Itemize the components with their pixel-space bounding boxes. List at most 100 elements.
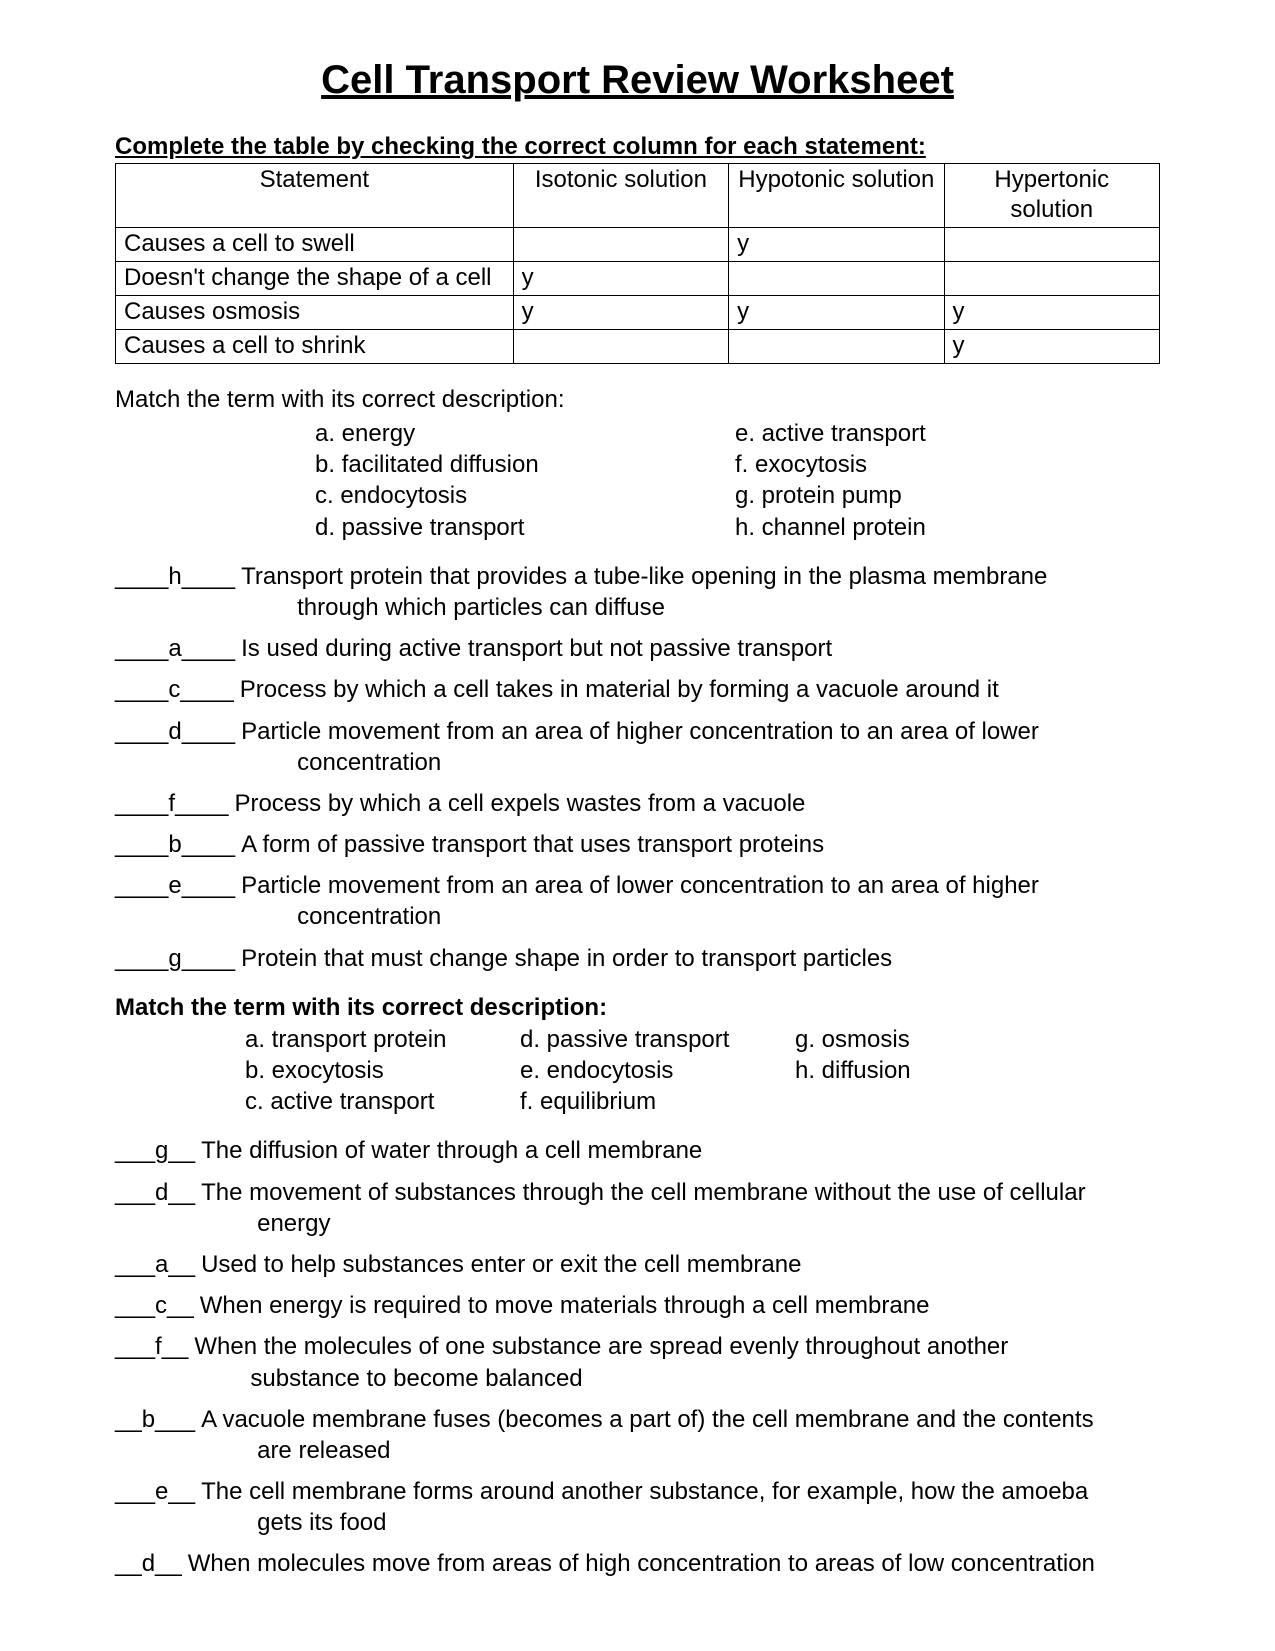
match2-term: f. equilibrium	[520, 1086, 795, 1117]
match-item: ___f__ When the molecules of one substan…	[115, 1331, 1160, 1393]
match1-term: e. active transport	[735, 418, 1155, 449]
answer-blank: ___a__	[115, 1249, 195, 1280]
cell-isotonic: y	[513, 296, 728, 330]
match-description: When molecules move from areas of high c…	[182, 1548, 1160, 1579]
match-line1: Particle movement from an area of lower …	[241, 872, 1039, 899]
match-line1: The cell membrane forms around another s…	[201, 1478, 1088, 1505]
match-item: ___c__ When energy is required to move m…	[115, 1290, 1160, 1321]
match-line1: A vacuole membrane fuses (becomes a part…	[201, 1406, 1093, 1433]
answer-blank: ___g__	[115, 1135, 195, 1166]
match2-term: a. transport protein	[245, 1024, 520, 1055]
match2-term: d. passive transport	[520, 1024, 795, 1055]
match1-term: g. protein pump	[735, 480, 1155, 511]
match2-intro: Match the term with its correct descript…	[115, 994, 1160, 1022]
cell-hypertonic: y	[944, 296, 1159, 330]
match-description: When the molecules of one substance are …	[188, 1331, 1160, 1393]
cell-hypotonic	[729, 330, 944, 364]
cell-hypertonic: y	[944, 330, 1159, 364]
match2-term: e. endocytosis	[520, 1055, 795, 1086]
match-line1: Transport protein that provides a tube-l…	[241, 563, 1047, 590]
match-description: Used to help substances enter or exit th…	[195, 1249, 1160, 1280]
match-item: ____d____ Particle movement from an area…	[115, 716, 1160, 778]
match-line1: Particle movement from an area of higher…	[241, 718, 1039, 745]
answer-blank: ___d__	[115, 1177, 195, 1208]
table-header-row: Statement Isotonic solution Hypotonic so…	[116, 164, 1160, 228]
answer-blank: ____f____	[115, 788, 228, 819]
match1-term: b. facilitated diffusion	[315, 449, 735, 480]
match-line1: The movement of substances through the c…	[201, 1179, 1085, 1206]
table-row: Causes a cell to swell y	[116, 228, 1160, 262]
match-description: Particle movement from an area of lower …	[235, 870, 1160, 932]
match-line1: Process by which a cell takes in materia…	[240, 676, 999, 703]
match-description: Transport protein that provides a tube-l…	[235, 561, 1160, 623]
match-item: ____e____ Particle movement from an area…	[115, 870, 1160, 932]
th-hypotonic: Hypotonic solution	[729, 164, 944, 228]
worksheet-page: Cell Transport Review Worksheet Complete…	[0, 0, 1275, 1651]
match2-term	[795, 1086, 995, 1117]
answer-blank: ____a____	[115, 633, 235, 664]
match2-term: g. osmosis	[795, 1024, 995, 1055]
match-item: ___e__ The cell membrane forms around an…	[115, 1476, 1160, 1538]
match-description: Protein that must change shape in order …	[235, 943, 1160, 974]
match1-term: h. channel protein	[735, 512, 1155, 543]
match-line1: The diffusion of water through a cell me…	[201, 1137, 702, 1164]
match1-term: c. endocytosis	[315, 480, 735, 511]
answer-blank: ___f__	[115, 1331, 188, 1362]
match1-term: f. exocytosis	[735, 449, 1155, 480]
match2-list: ___g__ The diffusion of water through a …	[115, 1135, 1160, 1579]
match1-term: a. energy	[315, 418, 735, 449]
match-line1: A form of passive transport that uses tr…	[241, 831, 824, 858]
match-line1: Used to help substances enter or exit th…	[201, 1251, 801, 1278]
match-line2: concentration	[241, 747, 1160, 778]
th-hypertonic: Hypertonic solution	[944, 164, 1159, 228]
cell-statement: Doesn't change the shape of a cell	[116, 262, 514, 296]
cell-statement: Causes a cell to swell	[116, 228, 514, 262]
match-line2: gets its food	[201, 1507, 1160, 1538]
match-line1: Protein that must change shape in order …	[241, 945, 892, 972]
answer-blank: ____g____	[115, 943, 235, 974]
match2-term: b. exocytosis	[245, 1055, 520, 1086]
match-item: ___a__ Used to help substances enter or …	[115, 1249, 1160, 1280]
match-description: A form of passive transport that uses tr…	[235, 829, 1160, 860]
match1-list: ____h____ Transport protein that provide…	[115, 561, 1160, 974]
answer-blank: ____d____	[115, 716, 235, 747]
answer-blank: ___c__	[115, 1290, 194, 1321]
match2-term: c. active transport	[245, 1086, 520, 1117]
cell-isotonic: y	[513, 262, 728, 296]
match-item: ___g__ The diffusion of water through a …	[115, 1135, 1160, 1166]
match-item: ____c____ Process by which a cell takes …	[115, 674, 1160, 705]
solution-table: Statement Isotonic solution Hypotonic so…	[115, 163, 1160, 364]
match2-terms: a. transport protein d. passive transpor…	[245, 1024, 1160, 1118]
cell-hypotonic: y	[729, 228, 944, 262]
cell-hypertonic	[944, 228, 1159, 262]
match1-terms: a. energy e. active transport b. facilit…	[315, 418, 1160, 543]
answer-blank: __b___	[115, 1404, 195, 1435]
match-line1: When energy is required to move material…	[200, 1292, 930, 1319]
table-row: Doesn't change the shape of a celly	[116, 262, 1160, 296]
match-line1: When molecules move from areas of high c…	[188, 1550, 1095, 1577]
match-description: Process by which a cell expels wastes fr…	[228, 788, 1160, 819]
match-item: __d__ When molecules move from areas of …	[115, 1548, 1160, 1579]
cell-hypertonic	[944, 262, 1159, 296]
cell-isotonic	[513, 228, 728, 262]
match-item: ___d__ The movement of substances throug…	[115, 1177, 1160, 1239]
match-item: ____h____ Transport protein that provide…	[115, 561, 1160, 623]
match-item: ____a____ Is used during active transpor…	[115, 633, 1160, 664]
match-line1: Is used during active transport but not …	[241, 635, 832, 662]
answer-blank: ____e____	[115, 870, 235, 901]
answer-blank: ____b____	[115, 829, 235, 860]
match-item: ____f____ Process by which a cell expels…	[115, 788, 1160, 819]
match-line1: Process by which a cell expels wastes fr…	[234, 790, 805, 817]
table-row: Causes osmosisyyy	[116, 296, 1160, 330]
page-title: Cell Transport Review Worksheet	[115, 58, 1160, 103]
cell-hypotonic: y	[729, 296, 944, 330]
match-description: The cell membrane forms around another s…	[195, 1476, 1160, 1538]
match-description: The movement of substances through the c…	[195, 1177, 1160, 1239]
match-line2: energy	[201, 1208, 1160, 1239]
match1-term: d. passive transport	[315, 512, 735, 543]
answer-blank: ____h____	[115, 561, 235, 592]
match-description: When energy is required to move material…	[194, 1290, 1160, 1321]
match-description: A vacuole membrane fuses (becomes a part…	[195, 1404, 1160, 1466]
table-row: Causes a cell to shrinky	[116, 330, 1160, 364]
match-line2: substance to become balanced	[194, 1363, 1160, 1394]
